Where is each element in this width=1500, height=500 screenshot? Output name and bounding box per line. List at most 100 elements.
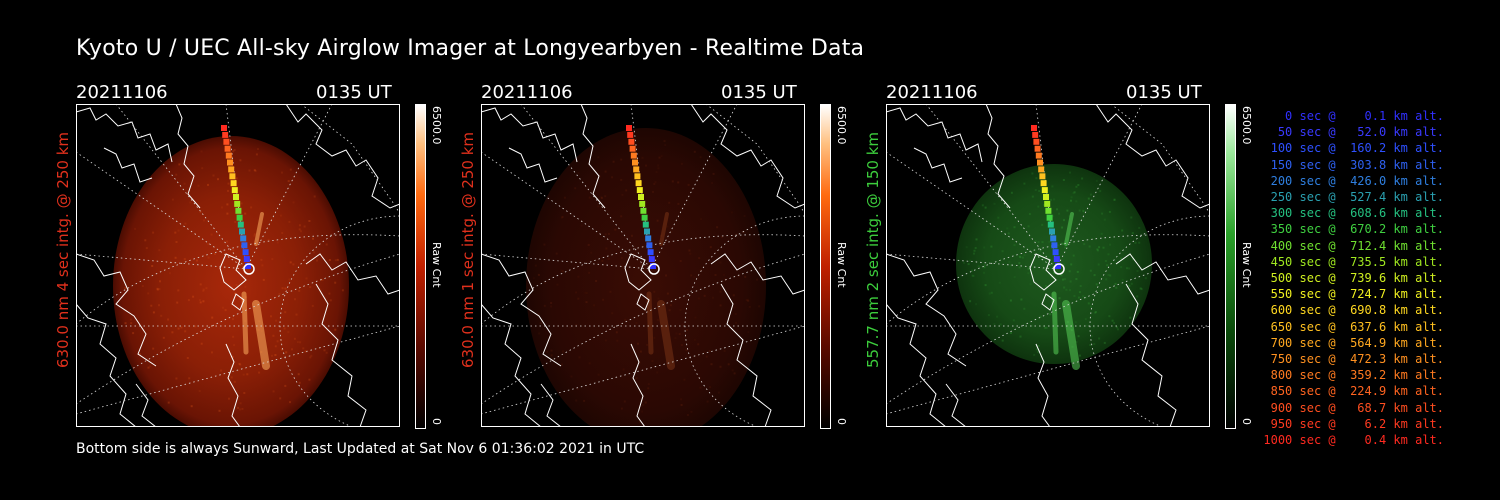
image-noise [232,249,235,252]
image-noise [653,336,656,339]
image-noise [677,181,680,184]
aurora-streak [659,212,669,246]
image-noise [714,274,717,276]
image-noise [1093,343,1096,346]
image-noise [679,260,682,262]
image-noise [262,278,265,281]
colorbar-max-label: 6500.0 [1240,106,1253,145]
image-noise [697,343,700,346]
aurora-streak [657,300,675,370]
image-noise [1033,353,1036,356]
trajectory-marker [647,249,654,256]
image-noise [973,249,976,252]
image-noise [1075,200,1078,203]
image-noise [1107,274,1110,276]
image-noise [1105,278,1108,281]
image-noise [580,224,583,227]
image-noise [124,322,127,325]
image-noise [239,298,242,300]
trajectory-marker [641,214,648,221]
image-noise [986,325,989,328]
image-noise [1129,316,1132,319]
map-gridline [481,253,805,405]
image-noise [1126,267,1128,270]
trajectory-marker [638,194,644,200]
image-noise [240,202,243,205]
image-noise [231,355,234,358]
colorbar-unit-label: Raw Cnt [835,242,848,288]
image-noise [1028,213,1031,215]
image-noise [1069,280,1072,283]
image-noise [158,249,161,252]
map-gridline [705,104,805,215]
trajectory-marker [634,173,641,180]
image-noise [699,156,702,159]
panel-time: 0135 UT [721,82,797,103]
map-gridline [886,151,1057,270]
image-noise [1062,278,1064,281]
image-noise [546,350,549,353]
image-noise [159,280,161,283]
image-noise [207,183,209,186]
image-noise [747,299,750,302]
image-noise [604,195,607,198]
image-noise [316,259,318,262]
image-noise [280,348,283,351]
image-noise [680,344,683,346]
image-noise [228,397,230,400]
image-noise [680,398,683,401]
trajectory-marker [245,263,251,269]
image-noise [1138,241,1141,244]
image-noise [1062,179,1065,181]
image-noise [983,271,985,274]
image-noise [680,162,683,165]
image-noise [641,410,644,413]
image-noise [310,354,313,357]
image-noise [1068,270,1071,273]
trajectory-marker [1046,214,1053,221]
image-noise [971,274,974,277]
coastline [103,147,153,183]
image-noise [719,290,722,293]
image-noise [1065,288,1068,291]
image-noise [272,334,275,337]
coastline [285,104,400,209]
image-noise [292,201,295,204]
image-noise [313,251,316,254]
image-noise [656,319,659,321]
image-noise [171,198,174,201]
image-noise [680,404,683,406]
image-noise [758,305,761,308]
sky-disc [113,136,349,427]
image-noise [716,226,719,229]
trajectory-marker [628,138,635,145]
image-noise [1103,218,1106,221]
trajectory-marker [1032,131,1039,138]
image-noise [655,171,658,174]
coastline [945,383,967,427]
image-noise [654,181,657,184]
image-noise [999,323,1002,326]
image-noise [1106,264,1109,267]
trajectory-marker [236,214,243,221]
altitude-legend: 0 sec @ 0.1 km alt. 50 sec @ 52.0 km alt… [1262,108,1444,448]
image-noise [685,349,688,352]
image-noise [975,238,978,241]
image-noise [595,280,598,282]
image-noise [653,290,656,293]
image-noise [183,182,186,185]
image-noise [1115,326,1118,329]
image-noise [967,263,970,266]
image-noise [1089,344,1092,346]
image-noise [239,402,242,405]
image-noise [220,369,223,372]
airglow-image [481,104,805,427]
image-noise [1006,227,1009,230]
image-noise [325,351,328,354]
image-noise [241,407,244,410]
image-noise [993,323,996,325]
image-noise [1109,274,1112,277]
image-noise [1030,324,1033,327]
image-noise [543,304,546,307]
image-noise [1113,321,1116,324]
